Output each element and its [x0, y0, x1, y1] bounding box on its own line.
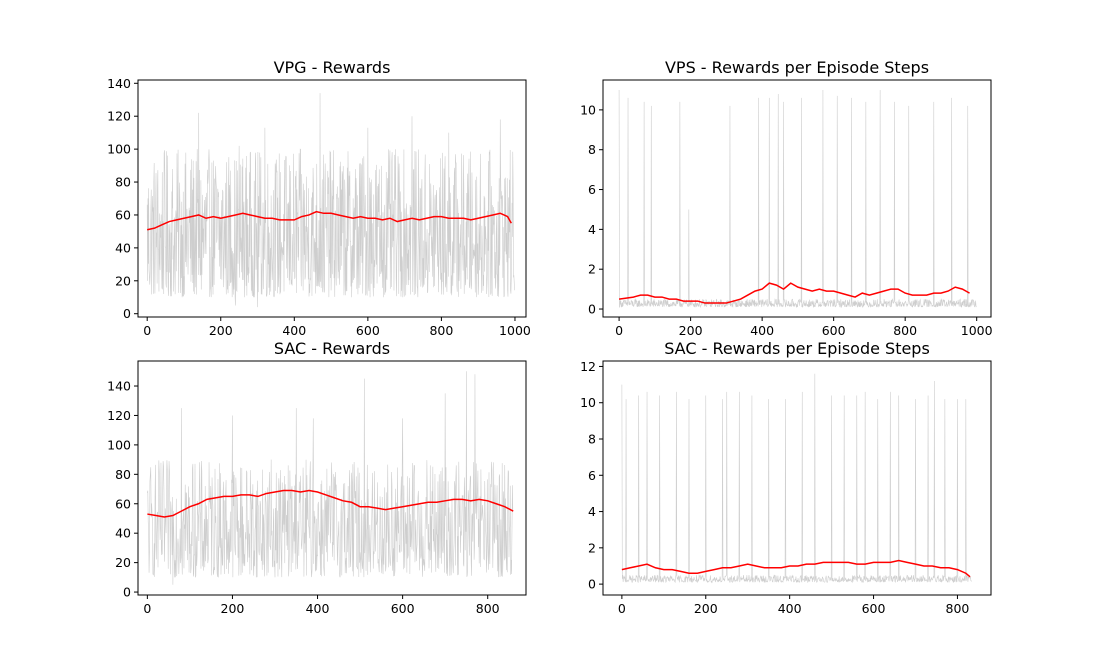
x-tick-label: 600 [822, 323, 846, 338]
x-tick-label: 1000 [499, 323, 531, 338]
x-tick-label: 1000 [961, 323, 993, 338]
x-tick-label: 0 [143, 323, 151, 338]
y-tick-label: 140 [107, 76, 131, 91]
smoothed-series-line [621, 559, 971, 578]
y-tick-label: 4 [588, 504, 596, 519]
y-tick-label: 100 [107, 437, 131, 452]
y-tick-label: 80 [115, 175, 131, 190]
y-tick-label: 6 [588, 182, 596, 197]
chart-title: SAC - Rewards per Episode Steps [664, 339, 930, 358]
y-tick-label: 8 [588, 432, 596, 447]
y-tick-label: 6 [588, 468, 596, 483]
y-tick-label: 10 [580, 102, 596, 117]
x-tick-label: 600 [391, 601, 415, 616]
y-tick-label: 120 [107, 408, 131, 423]
x-tick-label: 200 [221, 601, 245, 616]
subplot-3: 0 200 400 600 800 0 20 40 60 80 100 120 140 SAC - Rew… [107, 339, 527, 616]
x-tick-label: 400 [306, 601, 330, 616]
raw-series-line [618, 89, 977, 309]
y-tick-label: 60 [115, 496, 131, 511]
subplot-4: 0 200 400 600 800 0 2 4 6 8 10 12 SAC - Rewards per … [580, 339, 992, 616]
y-tick-label: 0 [588, 577, 596, 592]
axes-frame [602, 79, 992, 318]
chart-title: SAC - Rewards [274, 339, 390, 358]
axes-frame [602, 360, 992, 596]
x-tick-label: 200 [694, 601, 718, 616]
y-tick-label: 2 [588, 262, 596, 277]
y-tick-label: 20 [115, 555, 131, 570]
y-tick-label: 80 [115, 467, 131, 482]
x-tick-label: 0 [618, 601, 626, 616]
y-tick-label: 40 [115, 240, 131, 255]
axes-frame [137, 79, 527, 318]
y-tick-label: 0 [123, 306, 131, 321]
x-tick-label: 200 [209, 323, 233, 338]
chart-title: VPG - Rewards [274, 58, 391, 77]
y-tick-label: 0 [588, 302, 596, 317]
y-tick-label: 140 [107, 379, 131, 394]
raw-series-line [146, 93, 515, 308]
y-tick-label: 10 [580, 395, 596, 410]
smoothed-series-line [147, 489, 514, 518]
x-tick-label: 0 [615, 323, 623, 338]
x-tick-label: 400 [778, 601, 802, 616]
x-tick-label: 800 [946, 601, 970, 616]
y-tick-label: 20 [115, 273, 131, 288]
axes-frame [137, 360, 527, 596]
y-tick-label: 8 [588, 142, 596, 157]
x-tick-label: 400 [282, 323, 306, 338]
y-tick-label: 2 [588, 540, 596, 555]
y-tick-label: 12 [580, 359, 596, 374]
smoothed-series-line [147, 210, 512, 231]
y-tick-label: 40 [115, 526, 131, 541]
y-tick-label: 0 [123, 585, 131, 600]
x-tick-label: 0 [143, 601, 151, 616]
x-tick-label: 200 [679, 323, 703, 338]
x-tick-label: 800 [429, 323, 453, 338]
chart-title: VPS - Rewards per Episode Steps [665, 58, 929, 77]
x-tick-label: 600 [356, 323, 380, 338]
smoothed-series-line [618, 282, 970, 304]
x-tick-label: 800 [893, 323, 917, 338]
x-tick-label: 600 [862, 601, 886, 616]
y-tick-label: 120 [107, 109, 131, 124]
raw-series-line [147, 371, 514, 585]
subplot-1: 0 200 400 600 800 1000 0 20 40 60 80 100 120 140 VPG -… [107, 58, 531, 338]
y-tick-label: 4 [588, 222, 596, 237]
x-tick-label: 400 [750, 323, 774, 338]
subplot-2: 0 200 400 600 800 1000 0 2 4 6 8 10 VPS - Rewards pe… [580, 58, 993, 338]
raw-series-line [621, 373, 972, 584]
y-tick-label: 60 [115, 207, 131, 222]
y-tick-label: 100 [107, 142, 131, 157]
x-tick-label: 800 [476, 601, 500, 616]
